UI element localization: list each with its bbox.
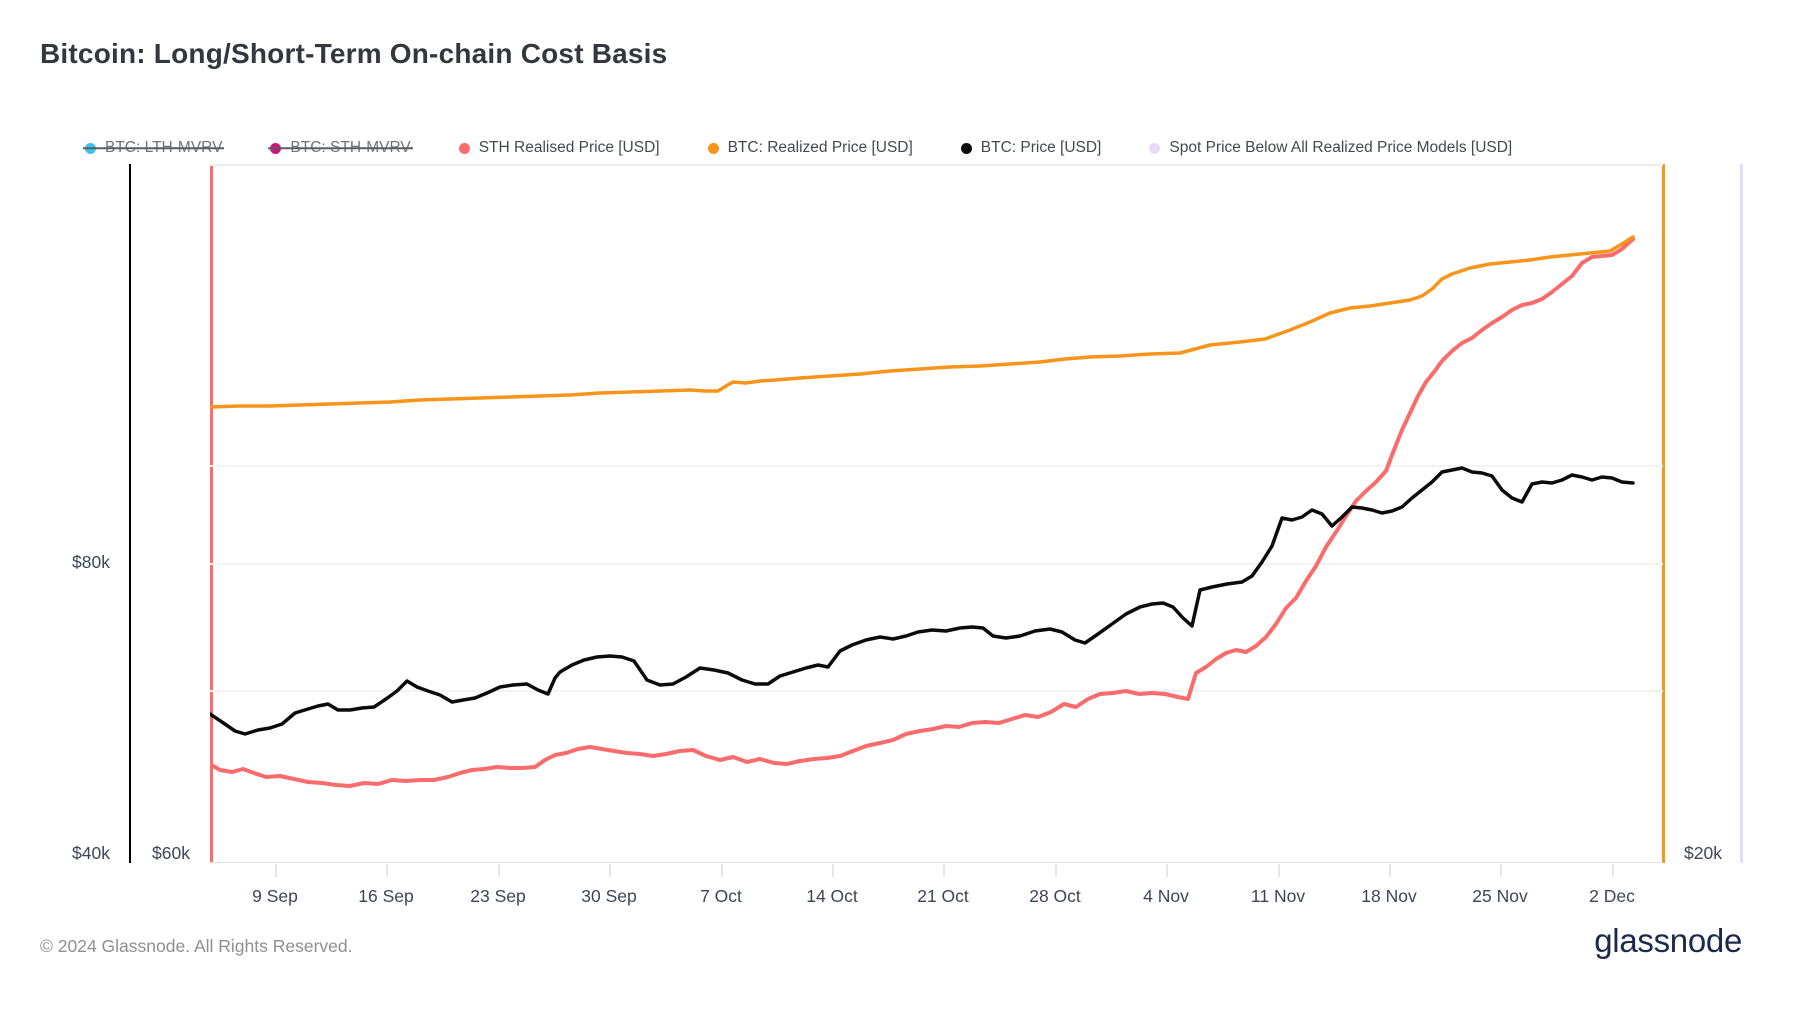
legend-item-sth-realised-price[interactable]: STH Realised Price [USD] (458, 139, 660, 157)
x-tick-label: 28 Oct (1029, 886, 1081, 906)
spot-below-models-axis-line (1740, 164, 1743, 863)
legend-dot-btc-price-icon (960, 142, 972, 154)
x-tick (1166, 864, 1168, 877)
sth-realised-price-axis-line (210, 164, 213, 863)
y-label-60k: $60k (152, 843, 190, 863)
x-tick (1278, 864, 1280, 877)
legend-dot-lth-mvrv-icon (85, 142, 96, 154)
x-tick-label: 14 Oct (806, 886, 858, 906)
x-tick (498, 864, 500, 877)
gridline (210, 690, 1663, 692)
legend-item-lth-mvrv[interactable]: BTC: LTH-MVRV (85, 139, 222, 157)
series-lines (210, 235, 1635, 788)
btc-realized-price-axis-line (1662, 164, 1665, 863)
x-tick-label: 23 Sep (470, 886, 526, 906)
x-tick-label: 30 Sep (581, 886, 637, 906)
y-label-80k: $80k (72, 552, 110, 572)
x-tick (1055, 864, 1057, 877)
legend-label: BTC: LTH-MVRV (105, 139, 223, 156)
gridline (210, 465, 1663, 467)
x-tick (1389, 864, 1391, 877)
legend-item-btc-price[interactable]: BTC: Price [USD] (960, 139, 1102, 157)
x-tick-label: 9 Sep (252, 886, 298, 906)
y-label-20k: $20k (1684, 843, 1722, 863)
series-line-sth-realised-price (210, 237, 1635, 788)
legend-label: BTC: Price [USD] (980, 139, 1102, 156)
x-tick (1500, 864, 1502, 877)
legend: BTC: LTH-MVRV BTC: STH-MVRV STH Realised… (85, 139, 1512, 157)
legend-item-spot-below-models[interactable]: Spot Price Below All Realized Price Mode… (1149, 139, 1512, 157)
legend-label: BTC: STH-MVRV (290, 139, 411, 156)
x-tick (832, 864, 834, 877)
page-title: Bitcoin: Long/Short-Term On-chain Cost B… (40, 38, 668, 69)
plot-border-bottom (210, 861, 1663, 863)
x-tick-label: 16 Sep (358, 886, 414, 906)
legend-label: STH Realised Price [USD] (478, 139, 660, 156)
x-tick (721, 864, 723, 877)
legend-item-sth-mvrv[interactable]: BTC: STH-MVRV (270, 139, 411, 157)
footer-copyright: © 2024 Glassnode. All Rights Reserved. (40, 936, 353, 956)
legend-label: BTC: Realized Price [USD] (727, 139, 913, 156)
x-tick (1612, 864, 1614, 877)
chart-plot-area[interactable] (210, 164, 1663, 863)
x-tick (386, 864, 388, 877)
y-label-40k: $40k (72, 843, 110, 863)
legend-item-btc-realized-price[interactable]: BTC: Realized Price [USD] (707, 139, 913, 157)
x-tick-label: 18 Nov (1361, 886, 1417, 906)
x-tick-label: 7 Oct (700, 886, 742, 906)
plot-border-top (210, 164, 1663, 166)
x-tick (943, 864, 945, 877)
x-tick-label: 21 Oct (917, 886, 969, 906)
x-tick-label: 4 Nov (1143, 886, 1189, 906)
x-tick-label: 2 Dec (1589, 886, 1635, 906)
legend-dot-sth-mvrv-icon (270, 142, 282, 154)
gridline (210, 563, 1663, 565)
x-tick-label: 25 Nov (1472, 886, 1528, 906)
btc-price-axis-line (129, 164, 131, 863)
x-tick (609, 864, 611, 877)
glassnode-logo: glassnode (1594, 922, 1742, 959)
legend-dot-sth-realised-price-icon (458, 142, 470, 154)
legend-label: Spot Price Below All Realized Price Mode… (1169, 139, 1513, 156)
x-axis: 9 Sep 16 Sep 23 Sep 30 Sep 7 Oct 14 Oct 21 Oct… (210, 864, 1663, 924)
legend-dot-btc-realized-price-icon (707, 142, 719, 154)
legend-dot-spot-below-models-icon (1149, 142, 1161, 154)
x-tick (275, 864, 277, 877)
series-line-btc-price (210, 466, 1635, 736)
x-tick-label: 11 Nov (1250, 886, 1306, 906)
series-line-btc-realized-price (210, 235, 1635, 409)
